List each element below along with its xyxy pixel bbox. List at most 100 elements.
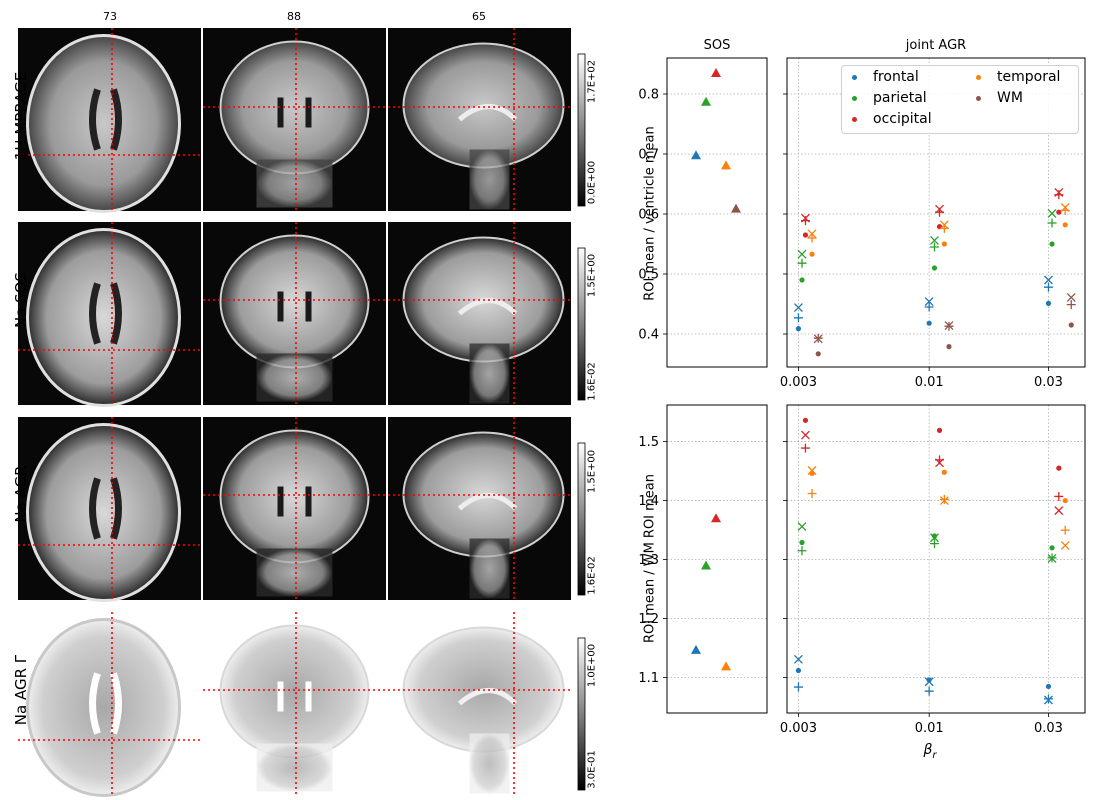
x-marker-parietal	[1047, 553, 1057, 563]
plus-marker-frontal	[793, 313, 803, 323]
ventricle-shape	[277, 486, 312, 517]
x-marker-parietal	[930, 533, 939, 543]
xlabel-beta: βr	[900, 742, 960, 761]
x-marker-occipital	[1054, 506, 1064, 516]
x-marker-frontal	[1044, 695, 1053, 705]
ytick-label: 1.1	[638, 671, 659, 686]
axes-frame	[786, 57, 1086, 368]
x-marker-frontal	[793, 654, 803, 664]
legend-dot	[852, 95, 857, 101]
xtick-label: 0.01	[915, 721, 944, 736]
brain-axial-slice	[26, 34, 181, 213]
triangle-marker-frontal	[691, 644, 701, 654]
triangle-marker-occipital	[711, 68, 721, 77]
plus-marker-temporal	[939, 494, 949, 504]
legend-dot	[976, 74, 981, 80]
ytick-label: 1.2	[638, 612, 659, 627]
legend-label: frontal	[873, 69, 919, 85]
brainstem-region	[469, 733, 510, 794]
dot-marker-occipital	[1056, 209, 1062, 215]
x-marker-frontal	[793, 303, 803, 313]
xlabel-beta-text: β	[923, 742, 933, 758]
xtick-label: 0.003	[780, 375, 817, 390]
x-marker-occipital	[800, 213, 810, 223]
dot-marker-frontal	[1045, 683, 1052, 690]
xtick-label: 0.003	[780, 721, 817, 736]
dot-marker-frontal	[926, 320, 932, 326]
xtick-label: 0.03	[1034, 721, 1063, 736]
dot-marker-parietal	[931, 265, 938, 271]
triangle-marker-temporal	[721, 160, 731, 170]
colorbar	[577, 637, 586, 791]
brain-axial-slice	[26, 228, 181, 407]
ventricle-shape	[89, 88, 122, 151]
x-marker-occipital	[935, 458, 944, 468]
plus-marker-parietal	[929, 242, 939, 252]
slice-label-axial: 73	[103, 10, 117, 23]
xlabel-beta-subscript: r	[932, 749, 937, 761]
x-marker-temporal	[939, 496, 949, 506]
plus-marker-temporal	[807, 489, 817, 499]
mri-panel-grid	[18, 28, 586, 797]
brainstem-region	[256, 743, 333, 792]
x-marker-frontal	[924, 677, 934, 687]
slice-label-coronal: 88	[287, 10, 301, 23]
x-marker-parietal	[1047, 208, 1057, 218]
legend-label: parietal	[873, 90, 927, 106]
ventricle-shape	[89, 672, 122, 735]
plus-marker-occipital	[1054, 491, 1064, 501]
legend-dot	[976, 95, 981, 101]
triangle-marker-occipital	[711, 513, 721, 523]
x-marker-frontal	[924, 297, 934, 307]
colorbar	[577, 442, 586, 596]
legend-label: occipital	[873, 111, 932, 127]
plus-marker-frontal	[924, 302, 934, 312]
legend-dot	[852, 116, 857, 122]
brainstem-region	[469, 343, 510, 404]
brainstem-region	[469, 538, 510, 599]
plus-marker-occipital	[800, 443, 810, 453]
dot-marker-occipital	[802, 417, 809, 423]
x-marker-wm	[1066, 292, 1076, 302]
x-marker-parietal	[797, 522, 807, 532]
axes-frame	[666, 57, 768, 368]
dot-marker-temporal	[1062, 497, 1068, 504]
legend-entry-temporal: temporal	[976, 69, 1060, 85]
dot-marker-temporal	[1062, 222, 1068, 228]
x-marker-temporal	[807, 229, 817, 239]
ytick-label: 0.5	[638, 268, 659, 283]
x-marker-occipital	[1054, 187, 1064, 197]
agr-panel-title: joint AGR	[905, 38, 967, 53]
x-marker-temporal	[807, 466, 817, 475]
ytick-label: 1.4	[638, 494, 659, 509]
dot-marker-temporal	[809, 251, 815, 257]
legend-dot	[852, 74, 857, 80]
dot-marker-parietal	[799, 539, 805, 546]
legend: frontal parietal occipital temporal WM	[841, 65, 1079, 134]
triangle-marker-frontal	[691, 150, 701, 160]
ytick-label: 0.4	[638, 328, 659, 343]
x-marker-parietal	[797, 249, 807, 259]
x-marker-temporal	[939, 220, 949, 230]
ytick-label: 1.3	[638, 553, 659, 568]
x-marker-wm	[813, 334, 823, 344]
dot-marker-wm	[946, 344, 952, 350]
x-marker-parietal	[930, 235, 939, 245]
legend-entry-parietal: parietal	[852, 90, 927, 106]
plus-marker-frontal	[793, 682, 803, 692]
legend-entry-frontal: frontal	[852, 69, 919, 85]
colorbar	[577, 247, 586, 401]
ylabel-top: ROI mean / ventricle mean	[642, 126, 658, 301]
dot-marker-occipital	[1056, 465, 1062, 471]
plus-marker-parietal	[797, 258, 807, 268]
x-marker-occipital	[935, 204, 944, 214]
ylabel-bottom: ROI mean / WM ROI mean	[642, 473, 658, 644]
ventricle-shape	[89, 477, 122, 540]
dot-marker-occipital	[936, 427, 943, 433]
dot-marker-parietal	[1049, 241, 1055, 247]
triangle-marker-parietal	[701, 96, 711, 106]
dot-marker-frontal	[795, 326, 802, 332]
x-marker-wm	[944, 321, 954, 331]
dot-marker-wm	[815, 351, 821, 357]
xtick-label: 0.01	[915, 375, 944, 390]
